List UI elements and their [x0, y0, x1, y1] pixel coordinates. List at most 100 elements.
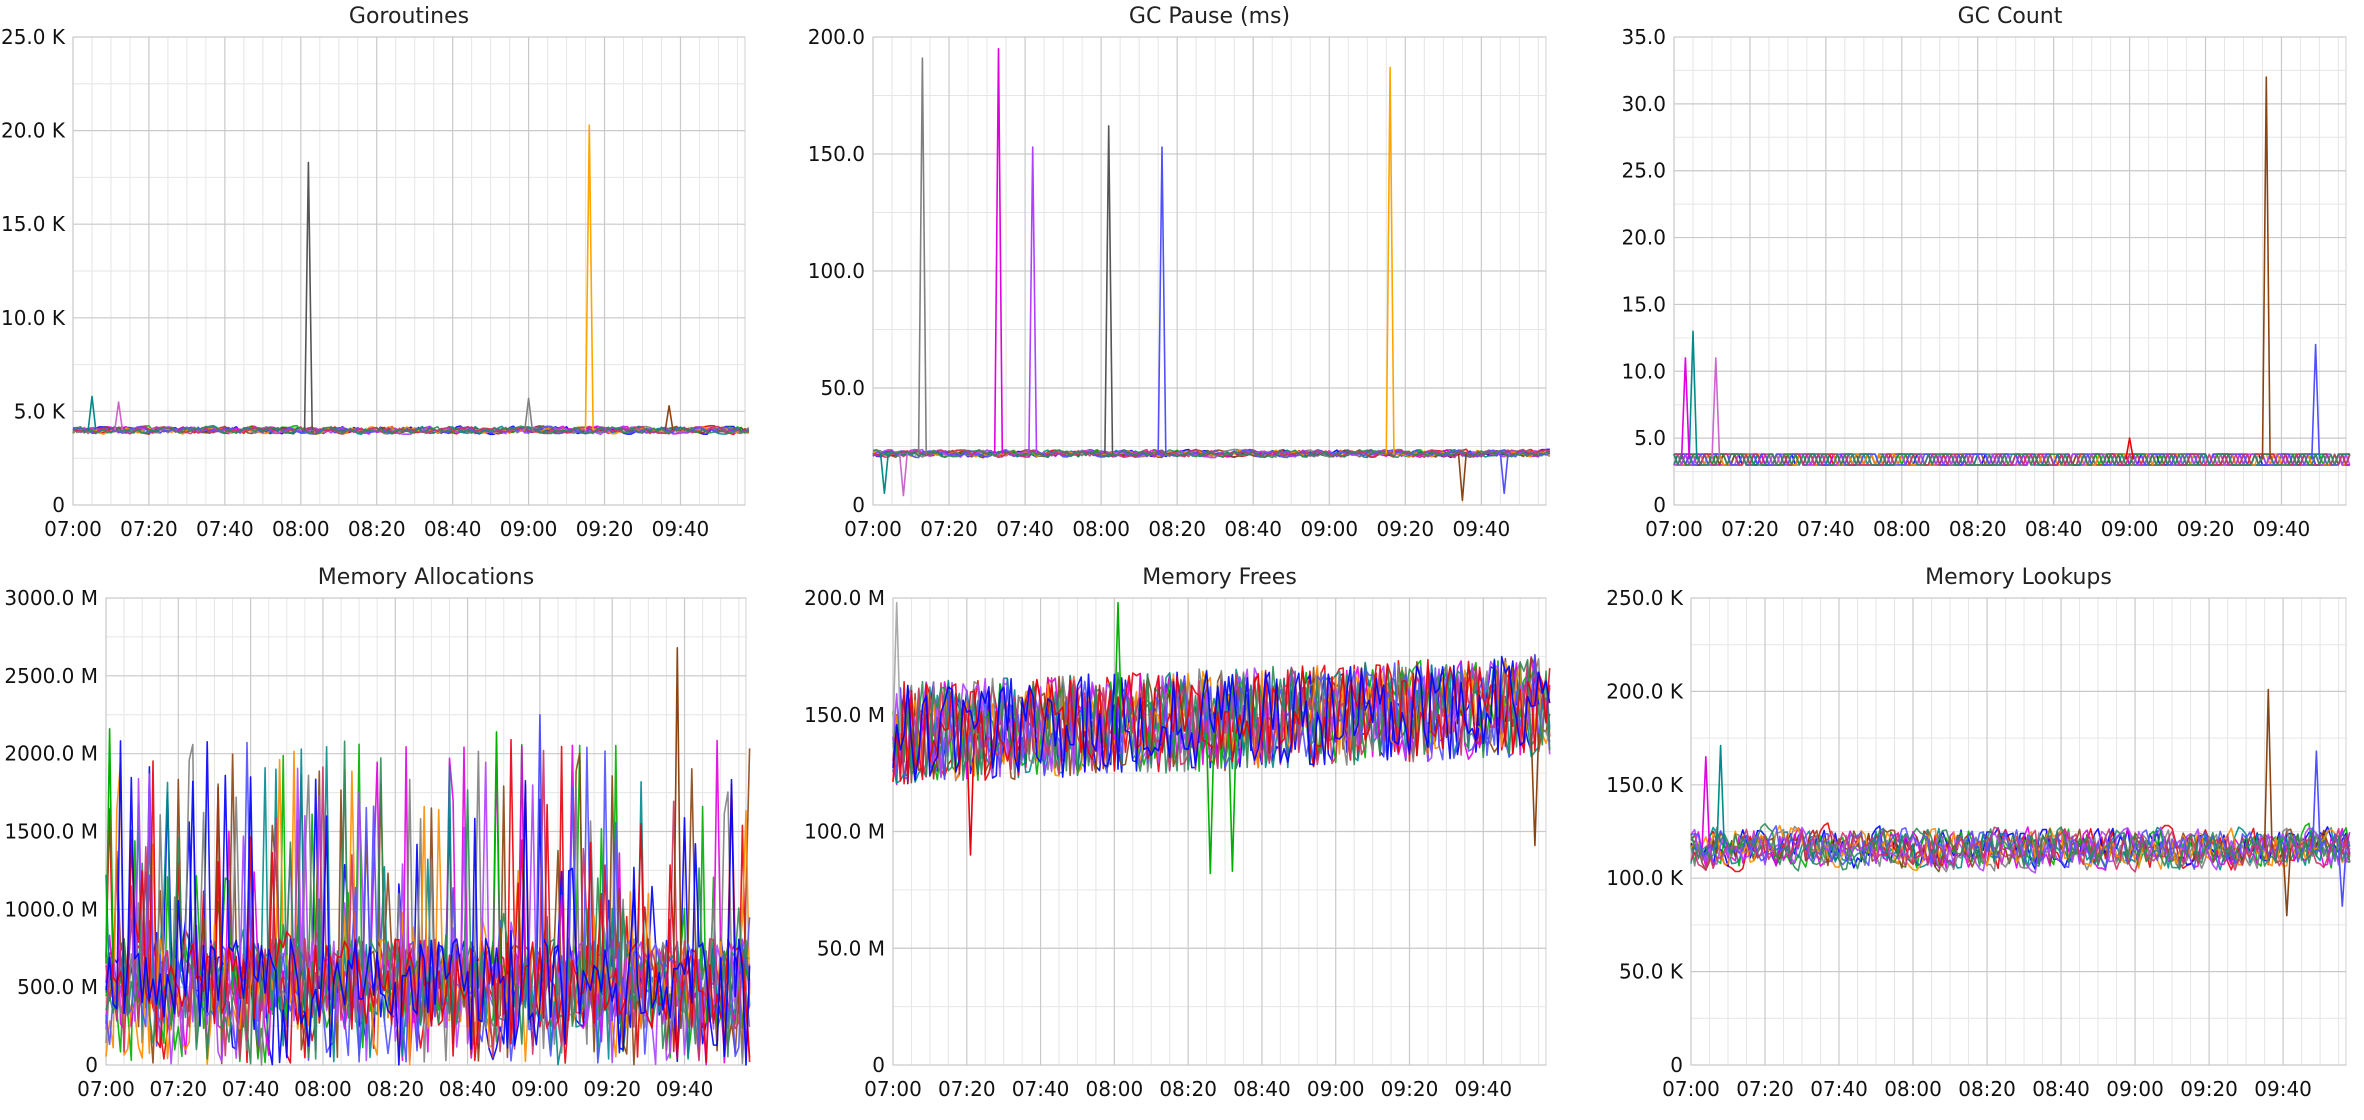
goroutines-x-tick-label: 08:20 [348, 517, 406, 541]
gc-count-spike-line [1711, 357, 1721, 460]
memory-allocations-y-tick-label: 1000.0 M [4, 897, 98, 921]
gc-pause-ms-x-tick-label: 07:40 [996, 517, 1054, 541]
gc-count-x-tick-label: 09:00 [2101, 517, 2159, 541]
memory-frees-spike-line [1205, 733, 1215, 875]
memory-frees-x-tick-label: 08:00 [1086, 1077, 1144, 1101]
gc-count-chart: GC Count 0 5.0 10.0 15.0 20.0 25.0 30.0 35.0 07:0… [1621, 4, 2351, 541]
memory-allocations-x-tick-label: 08:40 [439, 1077, 497, 1101]
gc-pause-ms-x-tick-label: 08:20 [1148, 517, 1206, 541]
memory-allocations-x-tick-label: 09:20 [583, 1077, 641, 1101]
gc-count-x-tick-label: 07:20 [1721, 517, 1779, 541]
gc-pause-ms-x-tick-label: 09:00 [1300, 517, 1358, 541]
gc-count-x-tick-label: 07:40 [1797, 517, 1855, 541]
goroutines-y-tick-label: 25.0 K [1, 25, 66, 49]
memory-frees-spike-line [1530, 733, 1540, 847]
goroutines-series-line [72, 425, 750, 435]
memory-frees-y-tick-label: 100.0 M [804, 820, 885, 844]
memory-allocations-y-tick-label: 2000.0 M [4, 742, 98, 766]
goroutines-x-tick-label: 08:40 [424, 517, 482, 541]
memory-allocations-spike-line [535, 714, 545, 964]
gc-count-series-group [1673, 76, 2351, 466]
memory-allocations-y-tick-label: 3000.0 M [4, 586, 98, 610]
gc-pause-ms-spike-line [1104, 125, 1114, 454]
goroutines-series-group [72, 124, 750, 436]
gc-pause-ms-spike-line [1385, 66, 1395, 454]
gc-count-y-tick-label: 5.0 [1634, 426, 1666, 450]
gc-pause-ms-x-tick-label: 08:00 [1072, 517, 1130, 541]
goroutines-chart: Goroutines 0 5.0 K 10.0 K 15.0 K 20.0 K 25.0 K… [1, 4, 750, 541]
memory-allocations-series-line [105, 760, 751, 1064]
memory-frees-x-tick-label: 09:00 [1307, 1077, 1365, 1101]
memory-lookups-series-line [1690, 826, 2351, 871]
memory-allocations-y-tick-label: 0 [85, 1053, 98, 1077]
memory-frees-x-tick-label: 08:20 [1159, 1077, 1217, 1101]
gc-count-y-tick-label: 35.0 [1621, 25, 1666, 49]
goroutines-y-tick-label: 0 [52, 493, 65, 517]
memory-lookups-y-tick-label: 250.0 K [1606, 586, 1684, 610]
goroutines-x-tick-label: 07:00 [44, 517, 102, 541]
memory-lookups-spike-line [2311, 750, 2321, 849]
goroutines-x-tick-label: 09:40 [652, 517, 710, 541]
memory-allocations-series-group [105, 647, 751, 1066]
gc-pause-ms-x-tick-label: 07:00 [844, 517, 902, 541]
memory-lookups-title: Memory Lookups [1925, 565, 2112, 590]
memory-frees-y-tick-label: 50.0 M [817, 936, 885, 960]
gc-pause-ms-x-tick-label: 07:20 [920, 517, 978, 541]
gc-pause-ms-x-tick-label: 09:20 [1376, 517, 1434, 541]
memory-lookups-spike-line [1701, 756, 1711, 849]
goroutines-x-tick-label: 09:00 [500, 517, 558, 541]
memory-frees-series-line [892, 655, 1551, 781]
memory-lookups-x-tick-label: 08:20 [1958, 1077, 2016, 1101]
memory-lookups-y-tick-label: 200.0 K [1606, 679, 1684, 703]
memory-lookups-x-tick-label: 08:40 [2032, 1077, 2090, 1101]
memory-allocations-y-tick-label: 500.0 M [17, 975, 98, 999]
memory-allocations-spike-line [492, 731, 501, 964]
memory-lookups-y-tick-label: 0 [1670, 1053, 1683, 1077]
goroutines-x-tick-label: 08:00 [272, 517, 330, 541]
memory-lookups-spike-line [2263, 688, 2273, 849]
goroutines-x-tick-label: 07:20 [120, 517, 178, 541]
memory-lookups-series-line [1690, 823, 2351, 872]
memory-allocations-x-tick-label: 08:00 [294, 1077, 352, 1101]
goroutines-series-line [72, 425, 750, 435]
gc-count-y-tick-label: 25.0 [1621, 159, 1666, 183]
memory-allocations-y-tick-label: 1500.0 M [4, 820, 98, 844]
gc-count-x-tick-label: 09:40 [2253, 517, 2311, 541]
goroutines-title: Goroutines [349, 4, 469, 29]
gc-pause-ms-spike-line [993, 47, 1004, 454]
gc-pause-ms-spike-line [879, 453, 889, 495]
gc-pause-ms-x-tick-label: 08:40 [1224, 517, 1282, 541]
memory-lookups-x-tick-label: 09:00 [2106, 1077, 2164, 1101]
memory-frees-spike-line [892, 601, 902, 734]
gc-pause-ms-chart: GC Pause (ms) 0 50.0 100.0 150.0 200.0 07:00 07… [808, 4, 1551, 541]
memory-lookups-x-tick-label: 08:00 [1884, 1077, 1942, 1101]
gc-count-x-tick-label: 08:40 [2025, 517, 2083, 541]
gc-pause-ms-y-tick-label: 100.0 [808, 259, 865, 283]
gc-pause-ms-y-tick-label: 200.0 [808, 25, 865, 49]
gc-count-y-tick-label: 30.0 [1621, 92, 1666, 116]
gc-count-spike-line [1688, 330, 1698, 460]
gc-count-y-tick-label: 0 [1653, 493, 1666, 517]
memory-allocations-title: Memory Allocations [318, 565, 534, 590]
goroutines-x-tick-label: 09:20 [576, 517, 634, 541]
memory-lookups-y-tick-label: 100.0 K [1606, 866, 1684, 890]
memory-allocations-x-tick-label: 07:40 [222, 1077, 280, 1101]
gc-pause-ms-y-tick-label: 50.0 [820, 376, 865, 400]
gc-count-y-tick-label: 20.0 [1621, 226, 1666, 250]
gc-count-spike-line [2311, 343, 2321, 460]
memory-lookups-spike-line [1716, 744, 1726, 849]
memory-frees-x-tick-label: 07:20 [938, 1077, 996, 1101]
memory-lookups-x-tick-label: 07:20 [1736, 1077, 1794, 1101]
gc-pause-ms-y-tick-label: 0 [852, 493, 865, 517]
gc-count-x-tick-label: 07:00 [1645, 517, 1703, 541]
memory-frees-chart: Memory Frees 0 50.0 M 100.0 M 150.0 M 200.0 M… [804, 565, 1551, 1101]
gc-count-x-tick-label: 08:20 [1949, 517, 2007, 541]
memory-lookups-spike-line [2337, 848, 2347, 907]
memory-frees-x-tick-label: 09:40 [1454, 1077, 1512, 1101]
gc-pause-ms-y-tick-label: 150.0 [808, 142, 865, 166]
memory-lookups-chart: Memory Lookups 0 50.0 K 100.0 K 150.0 K 200.0… [1606, 565, 2351, 1101]
gc-pause-ms-title: GC Pause (ms) [1129, 4, 1290, 29]
gc-pause-ms-spike-line [1457, 453, 1467, 502]
gc-count-x-tick-label: 08:00 [1873, 517, 1931, 541]
